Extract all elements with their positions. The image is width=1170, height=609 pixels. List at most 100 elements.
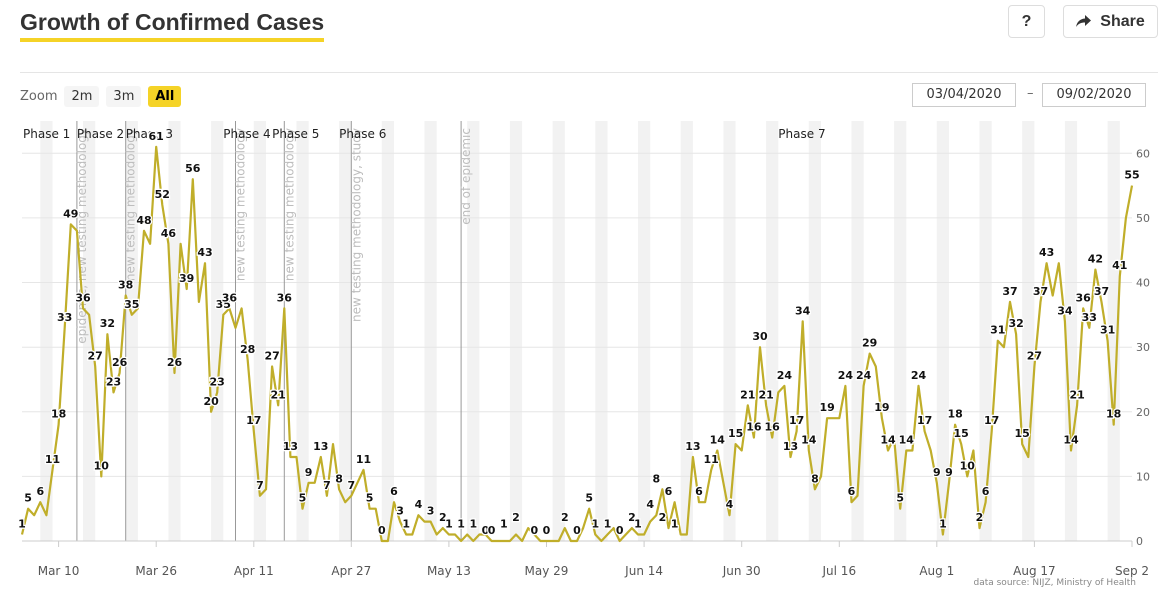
x-tick-label: Apr 27 [331, 564, 371, 578]
weekend-band [1022, 121, 1034, 541]
data-label: 9 [933, 466, 941, 479]
x-tick-label: Mar 10 [38, 564, 80, 578]
data-label: 11 [356, 453, 371, 466]
data-label: 13 [283, 440, 298, 453]
data-label: 6 [36, 485, 44, 498]
data-label: 31 [1100, 324, 1115, 337]
data-label: 0 [488, 524, 496, 537]
data-label: 8 [652, 472, 660, 485]
y-tick-label: 60 [1136, 147, 1150, 160]
y-tick-label: 0 [1136, 535, 1143, 548]
phase-label: Phase 1 [23, 127, 70, 141]
data-label: 52 [155, 188, 170, 201]
data-label: 42 [1088, 253, 1103, 266]
data-label: 21 [758, 388, 773, 401]
data-label: 9 [305, 466, 313, 479]
weekend-band [595, 121, 607, 541]
data-label: 0 [616, 524, 624, 537]
data-label: 9 [945, 466, 953, 479]
data-label: 21 [1069, 388, 1084, 401]
cases-line-chart: 0102030405060epidemic, new testing metho… [0, 0, 1170, 609]
data-label: 5 [299, 492, 307, 505]
data-label: 33 [1082, 311, 1097, 324]
data-label: 26 [112, 356, 128, 369]
data-label: 37 [1002, 285, 1017, 298]
data-label: 7 [256, 479, 264, 492]
data-label: 4 [646, 498, 654, 511]
data-label: 27 [1027, 350, 1042, 363]
data-label: 6 [695, 485, 703, 498]
data-label: 2 [976, 511, 984, 524]
data-label: 56 [185, 162, 201, 175]
data-label: 14 [710, 434, 726, 447]
x-tick-label: Sep 2 [1115, 564, 1149, 578]
y-tick-label: 20 [1136, 406, 1150, 419]
data-label: 3 [396, 505, 404, 518]
data-label: 11 [704, 453, 719, 466]
data-label: 46 [161, 227, 177, 240]
weekend-band [168, 121, 180, 541]
data-label: 6 [848, 485, 856, 498]
data-label: 6 [390, 485, 398, 498]
data-label: 14 [1063, 434, 1079, 447]
data-label: 4 [726, 498, 734, 511]
phase-label: Phase 2 [77, 127, 124, 141]
data-label: 1 [402, 518, 410, 531]
data-label: 1 [939, 518, 947, 531]
data-label: 8 [811, 472, 819, 485]
x-tick-label: Jun 30 [722, 564, 761, 578]
data-label: 38 [118, 279, 133, 292]
data-label: 20 [203, 395, 219, 408]
data-label: 24 [856, 369, 872, 382]
phase-label: Phase 7 [778, 127, 825, 141]
data-label: 14 [801, 434, 817, 447]
data-label: 3 [427, 505, 435, 518]
data-label: 21 [740, 388, 755, 401]
data-label: 19 [819, 401, 834, 414]
data-label: 1 [445, 518, 453, 531]
data-label: 4 [415, 498, 423, 511]
data-label: 1 [500, 518, 508, 531]
annotation-label: end of epidemic [459, 128, 473, 225]
data-label: 5 [896, 492, 904, 505]
data-label: 31 [990, 324, 1005, 337]
data-label: 43 [1039, 246, 1054, 259]
weekend-band [510, 121, 522, 541]
phase-label: Phase 4 [223, 127, 270, 141]
data-label: 15 [1015, 427, 1030, 440]
data-label: 1 [457, 518, 465, 531]
data-source: data source: NIJZ, Ministry of Health [973, 578, 1136, 588]
x-tick-label: Jul 16 [822, 564, 857, 578]
data-label: 16 [746, 421, 762, 434]
data-label: 0 [543, 524, 551, 537]
data-label: 1 [591, 518, 599, 531]
data-label: 0 [573, 524, 581, 537]
y-tick-label: 30 [1136, 341, 1150, 354]
data-label: 28 [240, 343, 255, 356]
data-label: 36 [277, 291, 293, 304]
weekend-band [425, 121, 437, 541]
data-label: 8 [335, 472, 343, 485]
phase-label: Phase 5 [272, 127, 319, 141]
data-label: 18 [947, 408, 962, 421]
data-label: 1 [671, 518, 679, 531]
y-tick-label: 10 [1136, 470, 1150, 483]
y-tick-label: 40 [1136, 277, 1150, 290]
data-label: 6 [665, 485, 673, 498]
data-label: 5 [24, 492, 32, 505]
series-line [22, 147, 1132, 541]
weekend-band [766, 121, 778, 541]
weekend-band [553, 121, 565, 541]
data-label: 5 [366, 492, 374, 505]
data-label: 15 [728, 427, 743, 440]
data-label: 23 [106, 375, 121, 388]
weekend-band [1065, 121, 1077, 541]
data-label: 10 [960, 459, 976, 472]
data-label: 19 [874, 401, 889, 414]
data-label: 15 [954, 427, 969, 440]
data-label: 0 [530, 524, 538, 537]
y-tick-label: 50 [1136, 212, 1150, 225]
data-label: 5 [585, 492, 593, 505]
data-label: 33 [57, 311, 72, 324]
data-label: 27 [88, 350, 103, 363]
